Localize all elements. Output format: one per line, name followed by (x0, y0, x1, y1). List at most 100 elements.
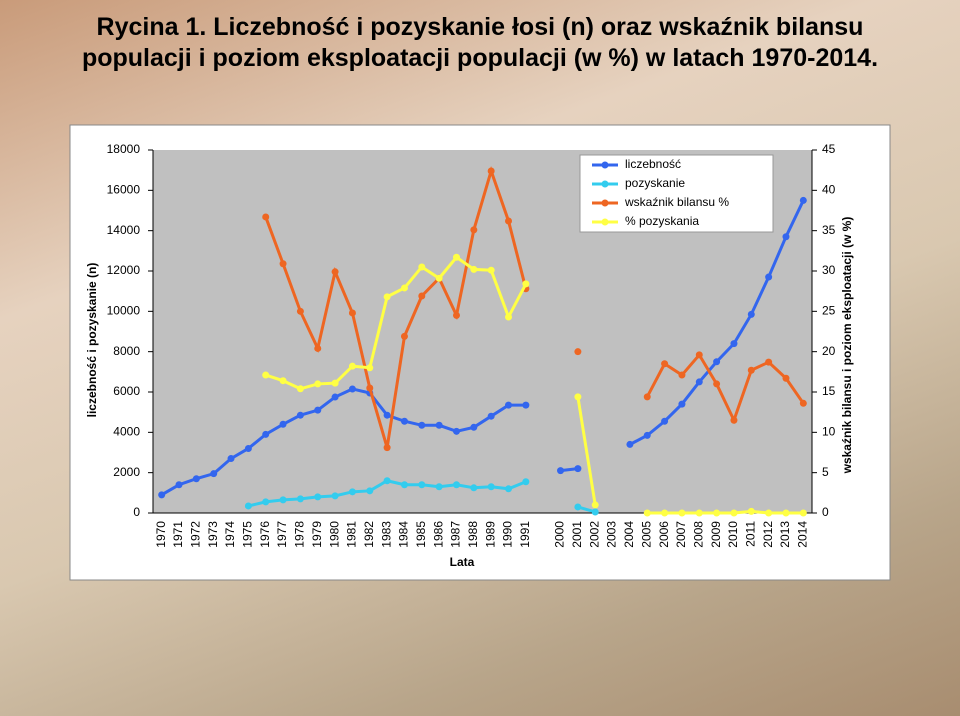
x-tick-label: 1987 (449, 521, 463, 548)
data-point (782, 509, 790, 517)
y2-tick-label: 5 (822, 465, 829, 479)
data-point (661, 509, 669, 517)
data-point (799, 509, 807, 517)
data-point (643, 431, 651, 439)
data-point (296, 385, 304, 393)
legend-label: wskaźnik bilansu % (624, 195, 729, 209)
data-point (574, 393, 582, 401)
data-point (158, 491, 166, 499)
data-point (279, 496, 287, 504)
data-point (661, 417, 669, 425)
y2-tick-label: 45 (822, 142, 836, 156)
data-point (747, 310, 755, 318)
data-point (730, 340, 738, 348)
data-point (400, 417, 408, 425)
data-point (383, 293, 391, 301)
x-axis-title: Lata (450, 555, 475, 569)
y-tick-label: 2000 (113, 465, 140, 479)
x-tick-label: 2011 (743, 521, 757, 547)
data-point (314, 406, 322, 414)
legend-marker (601, 180, 609, 188)
y-tick-label: 16000 (107, 183, 141, 197)
data-point (747, 507, 755, 515)
data-point (470, 226, 478, 234)
x-tick-label: 1972 (189, 521, 203, 548)
series-line (576, 396, 597, 506)
data-point (262, 371, 270, 379)
x-tick-label: 2005 (639, 521, 653, 548)
data-point (505, 217, 513, 225)
data-point (487, 167, 495, 175)
data-point (366, 384, 374, 392)
y-tick-label: 0 (133, 505, 140, 519)
data-point (695, 378, 703, 386)
x-tick-label: 2004 (622, 521, 636, 548)
data-point (227, 455, 235, 463)
data-point (799, 196, 807, 204)
y2-tick-label: 25 (822, 304, 836, 318)
x-tick-label: 1976 (258, 521, 272, 548)
data-point (192, 475, 200, 483)
data-point (400, 284, 408, 292)
data-point (418, 263, 426, 271)
data-point (470, 423, 478, 431)
data-point (348, 309, 356, 317)
y2-tick-label: 20 (822, 344, 836, 358)
legend-label: % pozyskania (625, 214, 699, 228)
y2-tick-label: 35 (822, 223, 836, 237)
data-point (175, 481, 183, 489)
x-tick-label: 1991 (518, 521, 532, 548)
x-tick-label: 2012 (761, 521, 775, 548)
data-point (435, 483, 443, 491)
legend-label: pozyskanie (625, 176, 685, 190)
y-tick-label: 8000 (113, 344, 140, 358)
data-point (452, 311, 460, 319)
data-point (279, 377, 287, 385)
data-point (591, 508, 599, 516)
data-point (765, 509, 773, 517)
data-point (487, 483, 495, 491)
x-tick-label: 1985 (414, 521, 428, 548)
data-point (487, 266, 495, 274)
x-tick-label: 1973 (206, 521, 220, 548)
x-tick-label: 1981 (345, 521, 359, 548)
data-point (452, 481, 460, 489)
data-point (262, 430, 270, 438)
data-point (331, 268, 339, 276)
x-tick-label: 1974 (223, 521, 237, 548)
series-line (645, 352, 805, 425)
data-point (348, 362, 356, 370)
y-tick-label: 6000 (113, 384, 140, 398)
data-point (418, 481, 426, 489)
data-point (262, 498, 270, 506)
data-point (435, 421, 443, 429)
data-point (574, 465, 582, 473)
x-tick-label: 2006 (657, 521, 671, 548)
data-point (418, 421, 426, 429)
x-tick-label: 1978 (293, 521, 307, 548)
data-point (505, 313, 513, 321)
data-point (452, 253, 460, 261)
x-tick-label: 1984 (397, 521, 411, 548)
x-tick-label: 1983 (379, 521, 393, 548)
data-point (279, 420, 287, 428)
data-point (348, 488, 356, 496)
x-tick-label: 1988 (466, 521, 480, 548)
chart-title: Rycina 1. Liczebność i pozyskanie łosi (… (81, 13, 879, 72)
x-tick-label: 2001 (570, 521, 584, 548)
data-point (574, 503, 582, 511)
x-tick-label: 2010 (726, 521, 740, 548)
x-tick-label: 1990 (501, 521, 515, 548)
y2-tick-label: 15 (822, 384, 836, 398)
data-point (695, 351, 703, 359)
data-point (713, 380, 721, 388)
legend-marker (601, 199, 609, 207)
y2-tick-label: 40 (822, 183, 836, 197)
x-tick-label: 2007 (674, 521, 688, 548)
y-tick-label: 10000 (107, 304, 141, 318)
series-line (160, 387, 526, 497)
x-tick-label: 2009 (709, 521, 723, 548)
data-point (695, 509, 703, 517)
data-point (678, 509, 686, 517)
